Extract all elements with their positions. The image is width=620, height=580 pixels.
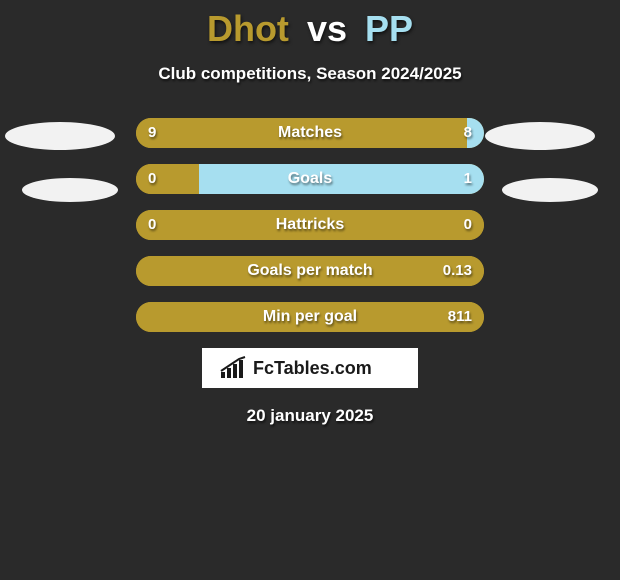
player1-name: Dhot	[207, 8, 289, 49]
vs-separator: vs	[307, 8, 347, 49]
team-badge-left-inner	[22, 178, 118, 202]
stat-label: Goals	[136, 164, 484, 194]
team-badge-right-outer	[485, 122, 595, 150]
stat-value-left: 0	[148, 164, 156, 194]
stat-row: Matches9 8	[136, 118, 484, 148]
stat-label: Matches	[136, 118, 484, 148]
stat-row: Hattricks0 0	[136, 210, 484, 240]
player2-name: PP	[365, 8, 413, 49]
team-badge-right-inner	[502, 178, 598, 202]
stat-label: Hattricks	[136, 210, 484, 240]
stat-value-right: 0.13	[443, 256, 472, 286]
stat-label: Min per goal	[136, 302, 484, 332]
stat-value-left: 9	[148, 118, 156, 148]
stat-row: Min per goal811	[136, 302, 484, 332]
snapshot-date: 20 january 2025	[0, 406, 620, 426]
brand-box: FcTables.com	[202, 348, 418, 388]
subtitle: Club competitions, Season 2024/2025	[0, 64, 620, 84]
stat-row: Goals per match0.13	[136, 256, 484, 286]
stat-value-right: 1	[464, 164, 472, 194]
stat-value-left: 0	[148, 210, 156, 240]
fctables-logo-icon: FcTables.com	[215, 354, 405, 382]
team-badge-left-outer	[5, 122, 115, 150]
stat-rows: Matches98Goals01Hattricks00Goals per mat…	[136, 118, 484, 332]
stat-value-right: 811	[448, 302, 472, 332]
comparison-title: Dhot vs PP	[0, 0, 620, 50]
stat-value-right: 8	[464, 118, 472, 148]
brand-text: FcTables.com	[253, 358, 372, 378]
stat-label: Goals per match	[136, 256, 484, 286]
stat-value-right: 0	[464, 210, 472, 240]
stat-row: Goals0 1	[136, 164, 484, 194]
